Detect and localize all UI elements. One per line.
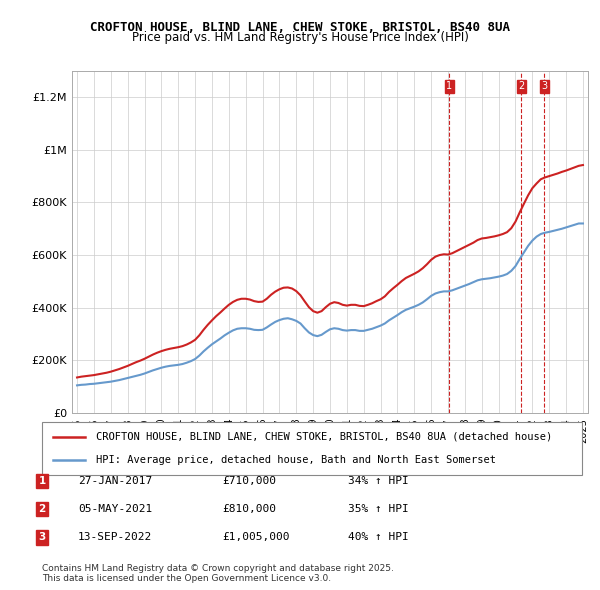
Text: 05-MAY-2021: 05-MAY-2021: [78, 504, 152, 514]
Text: 1: 1: [38, 476, 46, 486]
Text: 1: 1: [446, 81, 452, 91]
Text: 13-SEP-2022: 13-SEP-2022: [78, 533, 152, 542]
Text: 2: 2: [38, 504, 46, 514]
Text: 3: 3: [541, 81, 547, 91]
Text: HPI: Average price, detached house, Bath and North East Somerset: HPI: Average price, detached house, Bath…: [96, 455, 496, 465]
Text: CROFTON HOUSE, BLIND LANE, CHEW STOKE, BRISTOL, BS40 8UA (detached house): CROFTON HOUSE, BLIND LANE, CHEW STOKE, B…: [96, 432, 552, 442]
Text: 27-JAN-2017: 27-JAN-2017: [78, 476, 152, 486]
Text: 35% ↑ HPI: 35% ↑ HPI: [348, 504, 409, 514]
Text: 40% ↑ HPI: 40% ↑ HPI: [348, 533, 409, 542]
FancyBboxPatch shape: [42, 422, 582, 475]
Text: £1,005,000: £1,005,000: [222, 533, 290, 542]
Text: £810,000: £810,000: [222, 504, 276, 514]
Text: Contains HM Land Registry data © Crown copyright and database right 2025.
This d: Contains HM Land Registry data © Crown c…: [42, 563, 394, 583]
Text: Price paid vs. HM Land Registry's House Price Index (HPI): Price paid vs. HM Land Registry's House …: [131, 31, 469, 44]
Text: 3: 3: [38, 533, 46, 542]
Text: CROFTON HOUSE, BLIND LANE, CHEW STOKE, BRISTOL, BS40 8UA: CROFTON HOUSE, BLIND LANE, CHEW STOKE, B…: [90, 21, 510, 34]
Text: 2: 2: [518, 81, 524, 91]
Text: 34% ↑ HPI: 34% ↑ HPI: [348, 476, 409, 486]
Text: £710,000: £710,000: [222, 476, 276, 486]
